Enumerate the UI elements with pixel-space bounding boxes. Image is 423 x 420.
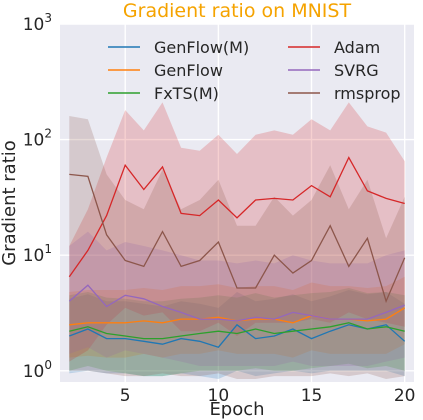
x-tick-labels: 5 10 15 20 bbox=[120, 386, 416, 406]
band-fxts-m- bbox=[69, 288, 405, 377]
band-rmsprop bbox=[69, 116, 405, 379]
x-tick-label: 15 bbox=[301, 386, 323, 406]
y-tick-labels: 100 101 102 103 bbox=[23, 11, 52, 382]
x-axis-label: Epoch bbox=[209, 399, 264, 420]
x-tick-label: 20 bbox=[394, 386, 416, 406]
line-fxts-m- bbox=[69, 322, 405, 340]
legend-label-genflow: GenFlow bbox=[154, 61, 223, 80]
legend-label-svrg: SVRG bbox=[334, 61, 379, 80]
band-genflow bbox=[69, 276, 405, 358]
legend-label-adam: Adam bbox=[334, 38, 380, 57]
line-genflow-m- bbox=[69, 323, 406, 348]
line-svrg bbox=[68, 284, 405, 322]
series-lines bbox=[68, 156, 406, 348]
y-axis-label: Gradient ratio bbox=[0, 140, 20, 266]
band-genflow-m- bbox=[69, 290, 405, 379]
y-tick-label: 101 bbox=[23, 242, 52, 266]
line-rmsprop bbox=[69, 173, 406, 304]
y-tick-label: 102 bbox=[23, 127, 52, 151]
legend-label-rmsprop: rmsprop bbox=[334, 84, 401, 103]
legend-label-fxts-m-: FxTS(M) bbox=[154, 84, 219, 103]
band-svrg bbox=[69, 231, 405, 366]
y-tick-label: 103 bbox=[23, 11, 52, 35]
confidence-bands bbox=[69, 102, 405, 379]
line-adam bbox=[68, 156, 405, 278]
x-tick-label: 5 bbox=[120, 386, 131, 406]
legend: GenFlow(M) GenFlow FxTS(M) Adam SVRG rmsprop bbox=[108, 38, 401, 103]
band-adam bbox=[69, 102, 405, 362]
grid-lines bbox=[60, 23, 414, 382]
x-tick-label: 10 bbox=[208, 386, 230, 406]
legend-label-genflow-m-: GenFlow(M) bbox=[154, 38, 249, 57]
chart-title: Gradient ratio on MNIST bbox=[123, 0, 352, 22]
y-tick-label: 100 bbox=[23, 358, 52, 382]
